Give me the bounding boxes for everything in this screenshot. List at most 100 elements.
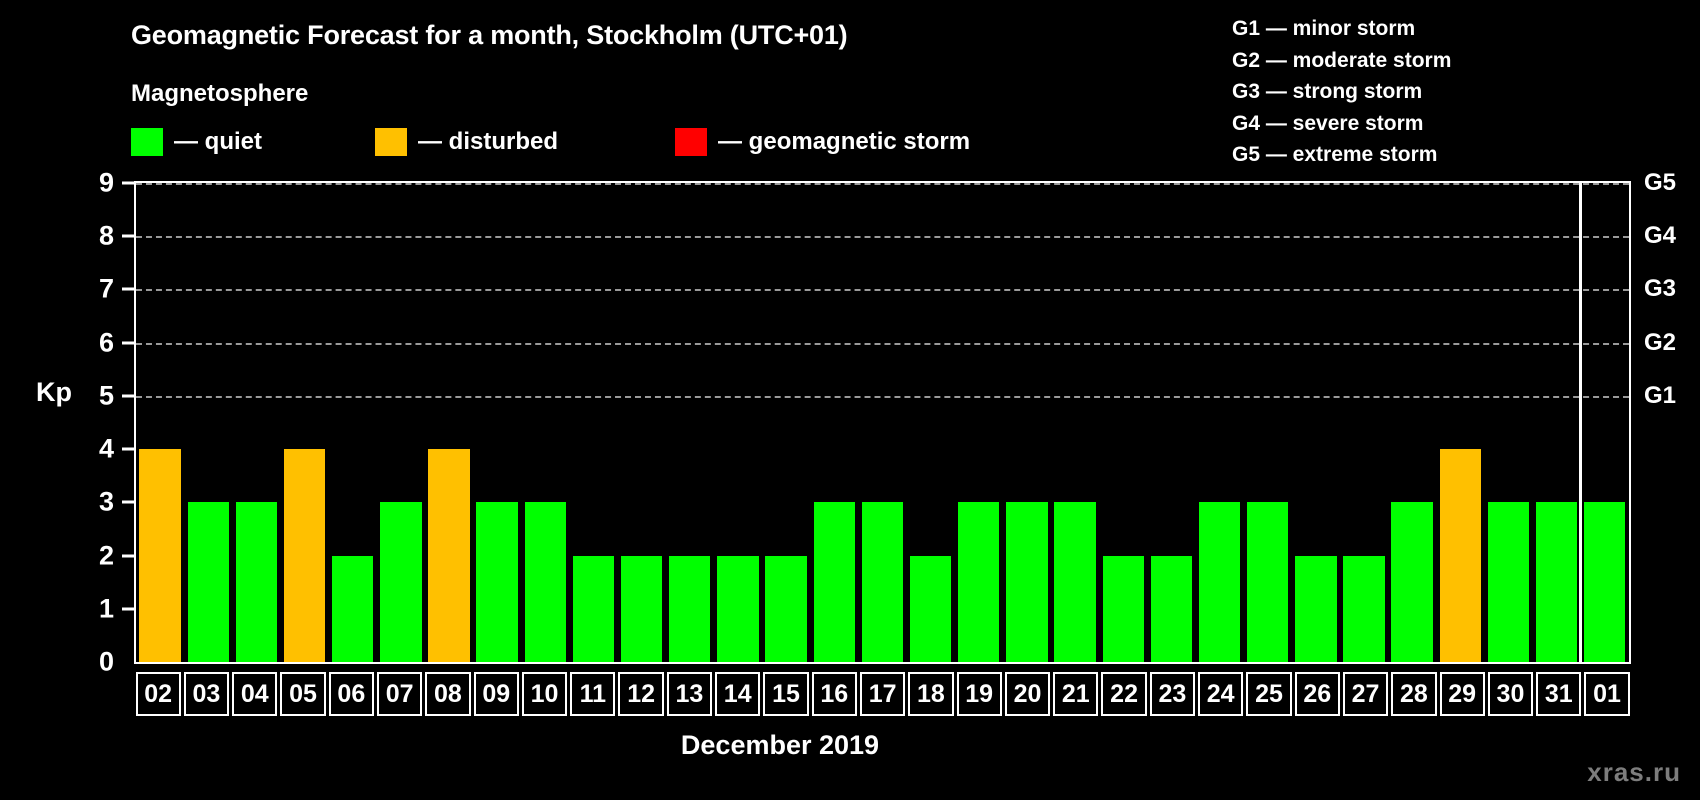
bar-cell-06[interactable] [329, 183, 377, 662]
bar-29-kp-4[interactable] [1439, 449, 1481, 662]
bar-03-kp-3[interactable] [187, 502, 229, 662]
bar-cell-25[interactable] [1244, 183, 1292, 662]
bar-13-kp-2[interactable] [669, 555, 711, 662]
bar-10-kp-3[interactable] [524, 502, 567, 662]
date-cell-24[interactable]: 24 [1198, 672, 1244, 716]
bar-cell-21[interactable] [1051, 183, 1099, 662]
bar-11-kp-2[interactable] [572, 555, 615, 662]
bar-cell-12[interactable] [618, 183, 666, 662]
date-cell-29[interactable]: 29 [1439, 672, 1485, 716]
bar-cell-28[interactable] [1388, 183, 1436, 662]
date-cell-01[interactable]: 01 [1584, 672, 1630, 716]
date-cell-09[interactable]: 09 [473, 672, 519, 716]
bar-cell-31[interactable] [1533, 183, 1581, 662]
bar-cell-03[interactable] [184, 183, 232, 662]
bar-cell-27[interactable] [1340, 183, 1388, 662]
bar-09-kp-3[interactable] [476, 502, 518, 662]
bar-06-kp-2[interactable] [332, 555, 374, 662]
date-cell-17[interactable]: 17 [859, 672, 906, 716]
date-cell-27[interactable]: 27 [1342, 672, 1389, 716]
bar-cell-17[interactable] [858, 183, 906, 662]
date-cell-25[interactable]: 25 [1246, 672, 1292, 716]
bar-cell-01[interactable] [1581, 183, 1629, 662]
date-cell-23[interactable]: 23 [1149, 672, 1196, 716]
date-cell-31[interactable]: 31 [1536, 672, 1582, 716]
bar-07-kp-3[interactable] [380, 502, 422, 662]
bar-cell-10[interactable] [521, 183, 569, 662]
date-cell-14[interactable]: 14 [715, 672, 761, 716]
bar-cell-23[interactable] [1147, 183, 1195, 662]
bar-cell-05[interactable] [280, 183, 328, 662]
bar-05-kp-4[interactable] [283, 449, 326, 662]
bar-cell-14[interactable] [714, 183, 762, 662]
bar-24-kp-3[interactable] [1198, 502, 1241, 662]
date-cell-11[interactable]: 11 [570, 672, 616, 716]
bar-17-kp-3[interactable] [861, 502, 904, 662]
bar-cell-30[interactable] [1484, 183, 1532, 662]
date-label-29: 29 [1448, 679, 1477, 708]
bar-cell-19[interactable] [955, 183, 1003, 662]
bar-cell-29[interactable] [1436, 183, 1484, 662]
date-cell-21[interactable]: 21 [1053, 672, 1099, 716]
bar-22-kp-2[interactable] [1102, 555, 1144, 662]
date-cell-16[interactable]: 16 [811, 672, 857, 716]
bar-cell-02[interactable] [136, 183, 184, 662]
date-cell-19[interactable]: 19 [956, 672, 1002, 716]
date-cell-15[interactable]: 15 [763, 672, 809, 716]
bar-cell-09[interactable] [473, 183, 521, 662]
bar-cell-13[interactable] [666, 183, 714, 662]
date-cell-22[interactable]: 22 [1101, 672, 1147, 716]
date-cell-02[interactable]: 02 [135, 672, 181, 716]
bar-12-kp-2[interactable] [620, 555, 663, 662]
bar-21-kp-3[interactable] [1054, 502, 1096, 662]
bar-02-kp-4[interactable] [139, 449, 181, 662]
date-cell-08[interactable]: 08 [425, 672, 471, 716]
bar-19-kp-3[interactable] [958, 502, 1000, 662]
bar-20-kp-3[interactable] [1006, 502, 1048, 662]
bar-15-kp-2[interactable] [765, 555, 807, 662]
date-cell-18[interactable]: 18 [908, 672, 954, 716]
bar-cell-20[interactable] [1003, 183, 1051, 662]
bar-cell-11[interactable] [569, 183, 617, 662]
date-cell-03[interactable]: 03 [183, 672, 230, 716]
bar-16-kp-3[interactable] [813, 502, 855, 662]
bar-cell-22[interactable] [1099, 183, 1147, 662]
bar-cell-08[interactable] [425, 183, 473, 662]
date-cell-12[interactable]: 12 [618, 672, 664, 716]
bar-25-kp-3[interactable] [1246, 502, 1289, 662]
bar-cell-18[interactable] [907, 183, 955, 662]
bar-30-kp-3[interactable] [1487, 502, 1530, 662]
date-cell-30[interactable]: 30 [1487, 672, 1534, 716]
gridline-kp-9 [136, 183, 1629, 185]
bar-08-kp-4[interactable] [428, 449, 470, 662]
bar-14-kp-2[interactable] [717, 555, 759, 662]
g-scale-row-g4: G4 — severe storm [1232, 111, 1424, 135]
date-cell-20[interactable]: 20 [1004, 672, 1051, 716]
bar-cell-24[interactable] [1195, 183, 1243, 662]
y-tick-label-2: 2 [98, 540, 114, 571]
date-label-07: 07 [385, 679, 414, 708]
bar-26-kp-2[interactable] [1295, 555, 1337, 662]
bar-23-kp-2[interactable] [1150, 555, 1193, 662]
date-cell-07[interactable]: 07 [376, 672, 423, 716]
date-cell-05[interactable]: 05 [280, 672, 326, 716]
bar-18-kp-2[interactable] [909, 555, 952, 662]
date-cell-06[interactable]: 06 [328, 672, 374, 716]
bar-31-kp-3[interactable] [1535, 502, 1578, 662]
bar-04-kp-3[interactable] [235, 502, 278, 662]
bar-27-kp-2[interactable] [1343, 555, 1385, 662]
date-cell-28[interactable]: 28 [1391, 672, 1437, 716]
legend-swatch-quiet [131, 128, 163, 156]
date-cell-26[interactable]: 26 [1294, 672, 1340, 716]
bar-01-kp-3[interactable] [1584, 502, 1626, 662]
bar-cell-04[interactable] [232, 183, 280, 662]
bar-cell-07[interactable] [377, 183, 425, 662]
legend-label-quiet: — quiet [174, 128, 262, 155]
bar-cell-15[interactable] [762, 183, 810, 662]
bar-cell-26[interactable] [1292, 183, 1340, 662]
bar-28-kp-3[interactable] [1391, 502, 1433, 662]
date-cell-10[interactable]: 10 [521, 672, 568, 716]
date-cell-13[interactable]: 13 [666, 672, 713, 716]
bar-cell-16[interactable] [810, 183, 858, 662]
date-cell-04[interactable]: 04 [232, 672, 278, 716]
